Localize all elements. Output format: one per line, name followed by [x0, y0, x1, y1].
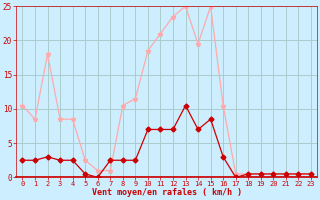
X-axis label: Vent moyen/en rafales ( km/h ): Vent moyen/en rafales ( km/h )	[92, 188, 242, 197]
